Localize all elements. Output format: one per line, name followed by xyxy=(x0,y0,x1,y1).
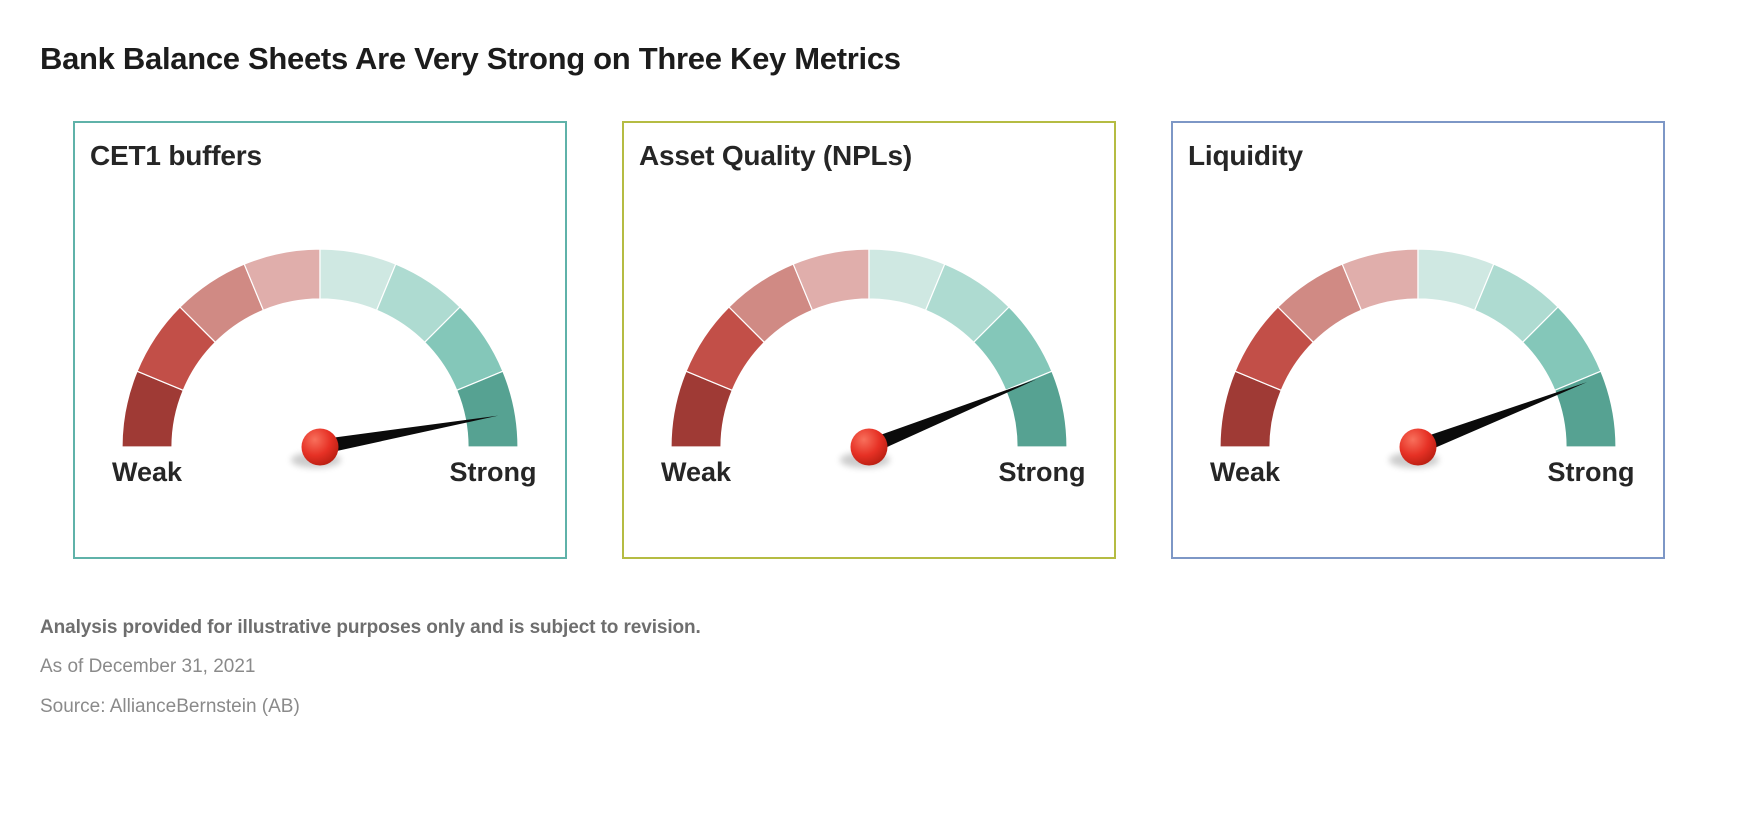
as-of-date: As of December 31, 2021 xyxy=(40,656,256,677)
gauge-segment xyxy=(1553,370,1617,448)
gauge-cards-row: CET1 buffers Weak Strong Asset Quality (N… xyxy=(73,121,1665,559)
footnotes: Analysis provided for illustrative purpo… xyxy=(40,617,1738,718)
gauge-segment xyxy=(455,370,519,448)
gauge-max-label: Strong xyxy=(999,457,1086,487)
gauge-chart-liquidity: Weak Strong xyxy=(1210,248,1635,487)
gauge-max-label: Strong xyxy=(450,457,537,487)
disclaimer-text: Analysis provided for illustrative purpo… xyxy=(40,617,701,638)
page-title: Bank Balance Sheets Are Very Strong on T… xyxy=(40,41,901,76)
gauge-card-cet1-buffers: CET1 buffers Weak Strong xyxy=(73,121,567,559)
gauge-chart-asset-quality: Weak Strong xyxy=(661,248,1086,487)
gauge-title-asset-quality: Asset Quality (NPLs) xyxy=(639,140,912,171)
gauge-min-label: Weak xyxy=(661,457,732,487)
gauge-min-label: Weak xyxy=(112,457,183,487)
gauge-hub xyxy=(850,428,888,466)
gauge-needle xyxy=(1415,382,1587,454)
gauge-min-label: Weak xyxy=(1210,457,1281,487)
source-text: Source: AllianceBernstein (AB) xyxy=(40,696,300,717)
gauge-card-asset-quality: Asset Quality (NPLs) Weak Strong xyxy=(622,121,1116,559)
gauge-hub xyxy=(301,428,339,466)
gauge-needle xyxy=(866,379,1037,454)
gauge-needle xyxy=(318,415,499,455)
gauge-hub xyxy=(1399,428,1437,466)
gauge-title-liquidity: Liquidity xyxy=(1188,140,1303,171)
gauge-chart-cet1-buffers: Weak Strong xyxy=(112,248,537,487)
gauge-segment xyxy=(1004,370,1068,448)
gauge-max-label: Strong xyxy=(1548,457,1635,487)
gauge-card-liquidity: Liquidity Weak Strong xyxy=(1171,121,1665,559)
gauge-title-cet1-buffers: CET1 buffers xyxy=(90,140,262,171)
